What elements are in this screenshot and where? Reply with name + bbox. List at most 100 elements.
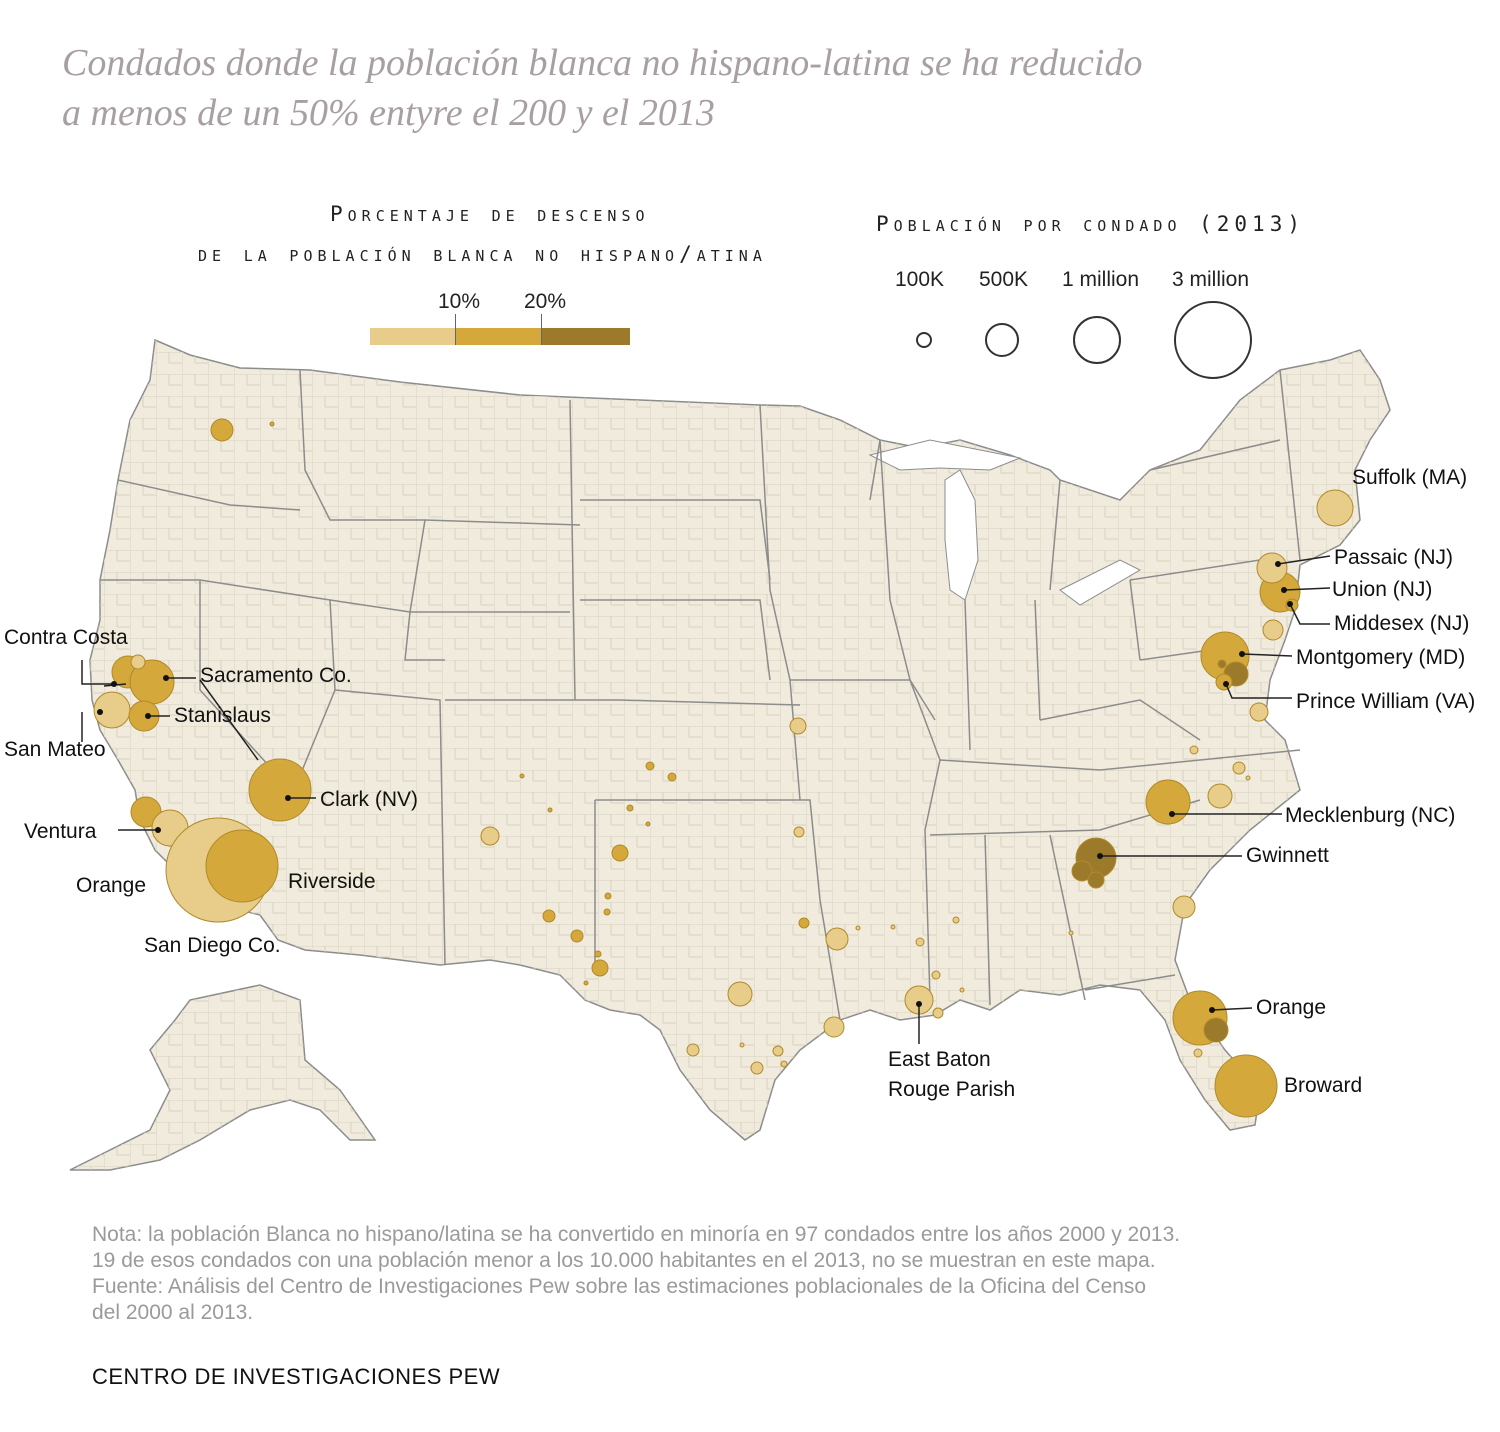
size-circle-3m: [1174, 301, 1252, 379]
bubble-ks-3: [626, 804, 634, 812]
label-san-mateo: San Mateo: [4, 738, 106, 761]
size-circle-100k: [916, 332, 932, 348]
bubble-nc-2: [1207, 783, 1233, 809]
label-ventura: Ventura: [24, 820, 97, 843]
bubble-tx-4: [542, 909, 556, 923]
label-east-baton-2: Rouge Parish: [888, 1078, 1015, 1101]
footnote-line-3: Fuente: Análisis del Centro de Investiga…: [92, 1275, 1147, 1298]
bubble-ms-4: [855, 925, 861, 931]
label-montgomery: Montgomery (MD): [1296, 646, 1465, 669]
bubble-riverside: [205, 829, 279, 903]
bubble-tx-8: [583, 980, 589, 986]
size-circle-500k: [985, 323, 1019, 357]
label-passaic: Passaic (NJ): [1334, 546, 1453, 569]
bubble-ga-4: [1068, 930, 1074, 936]
bubble-tx-s-3: [750, 1061, 764, 1075]
bubble-tx-s-4: [780, 1060, 788, 1068]
bubble-nj-middesex: [1262, 619, 1284, 641]
footnote-line-4: del 2000 al 2013.: [92, 1301, 254, 1324]
label-san-diego: San Diego Co.: [144, 934, 281, 957]
size-legend-title: Población por condado (2013): [876, 212, 1305, 236]
bubble-ks-1: [645, 761, 655, 771]
bubble-tx-dallas-2: [825, 927, 849, 951]
label-suffolk: Suffolk (MA): [1352, 466, 1467, 489]
bubble-nj-passaic: [1256, 552, 1288, 584]
leader-lines: [81, 555, 1331, 1044]
bubble-mo-1: [789, 717, 807, 735]
bubble-ms-3: [890, 924, 896, 930]
bubble-la-3: [931, 970, 941, 980]
label-mecklenburg: Mecklenburg (NC): [1285, 804, 1455, 827]
label-contra-costa: Contra Costa: [4, 626, 128, 649]
bubble-tx-austin: [727, 981, 753, 1007]
bubble-sc-1: [1172, 895, 1196, 919]
lake-superior: [868, 439, 1022, 471]
label-orange-fl: Orange: [1256, 996, 1326, 1019]
bubble-fl-3: [1193, 1048, 1203, 1058]
bubble-tx-5: [570, 929, 584, 943]
size-legend-circles: [916, 301, 1252, 379]
label-union: Union (NJ): [1332, 578, 1432, 601]
bubble-tx-1: [611, 844, 629, 862]
size-circle-1m: [1073, 316, 1121, 364]
label-orange-ca: Orange: [76, 874, 146, 897]
bubble-nc-mecklenburg: [1145, 779, 1191, 825]
label-stanislaus: Stanislaus: [174, 704, 271, 727]
bubble-tx-3: [603, 908, 611, 916]
lake-michigan: [944, 469, 979, 601]
label-sacramento: Sacramento Co.: [200, 664, 352, 687]
label-prince-william: Prince William (VA): [1296, 690, 1475, 713]
county-lines: [90, 340, 1390, 1140]
label-east-baton-1: East Baton: [888, 1048, 991, 1071]
contiguous-us: [89, 338, 1391, 1141]
color-bar-low: [370, 328, 456, 345]
bubble-tx-7: [591, 959, 609, 977]
color-bar-mid: [456, 328, 542, 345]
bubble-clark: [248, 758, 312, 822]
bubble-ga-3: [1087, 871, 1105, 889]
label-gwinnett: Gwinnett: [1246, 844, 1329, 867]
map-title: Condados donde la población blanca no hi…: [62, 38, 1262, 138]
color-tick-20: 20%: [524, 290, 567, 313]
footnote: Nota: la población Blanca no hispano/lat…: [92, 1222, 1422, 1326]
footnote-line-1: Nota: la población Blanca no hispano/lat…: [92, 1223, 1181, 1246]
lake-erie: [1059, 559, 1142, 606]
bubble-tx-s-2: [772, 1045, 784, 1057]
bubble-nm-1: [480, 826, 500, 846]
label-clark: Clark (NV): [320, 788, 418, 811]
size-label-100k: 100K: [895, 268, 945, 291]
bubble-tx-s-5: [739, 1042, 745, 1048]
bubble-ca-small: [130, 654, 146, 670]
color-tick-mark-20: [541, 314, 542, 345]
bubble-la-2: [932, 1007, 944, 1019]
bubble-ks-4: [645, 821, 651, 827]
county-labels: Suffolk (MA) Passaic (NJ) Union (NJ) Mid…: [4, 466, 1475, 1101]
bubble-fl-broward: [1214, 1054, 1278, 1118]
bubble-ms-1: [915, 937, 925, 947]
bubble-tx-2: [604, 892, 612, 900]
bubble-ok-1: [793, 826, 805, 838]
bubble-md-3: [1217, 659, 1227, 669]
bubble-ga-2: [1071, 860, 1093, 882]
bubble-tx-houston: [823, 1016, 845, 1038]
credit: CENTRO DE INVESTIGACIONES PEW: [92, 1364, 501, 1389]
label-middesex: Middesex (NJ): [1334, 612, 1469, 635]
color-bar-high: [542, 328, 630, 345]
title-line-1: Condados donde la población blanca no hi…: [62, 42, 1143, 84]
label-riverside: Riverside: [288, 870, 376, 893]
title-line-2: a menos de un 50% entyre el 200 y el 201…: [62, 92, 715, 134]
bubble-tx-6: [594, 950, 602, 958]
bubble-nc-3: [1232, 761, 1246, 775]
bubble-ma-suffolk: [1316, 489, 1354, 527]
size-label-500k: 500K: [979, 268, 1029, 291]
leader-dots: [97, 561, 1293, 1013]
alaska-counties: [70, 985, 375, 1170]
size-label-3m: 3 million: [1172, 268, 1250, 291]
bubble-va-2: [1249, 702, 1269, 722]
bubble-co-2: [547, 807, 553, 813]
county-bubbles: [93, 418, 1354, 1118]
bubble-washington-small: [269, 421, 275, 427]
bubble-ms-2: [952, 916, 960, 924]
